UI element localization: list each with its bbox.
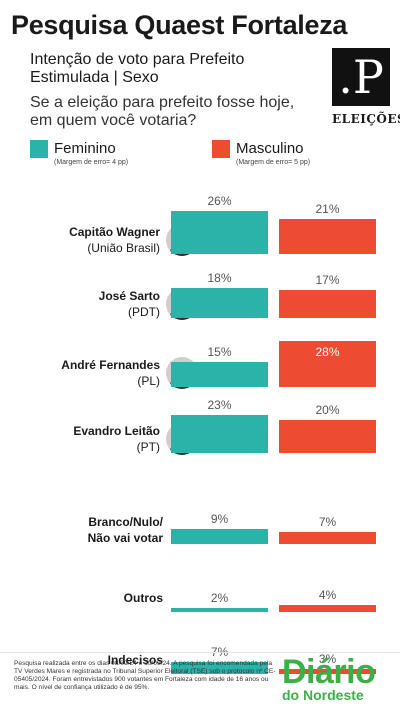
candidate-name: Indecisos bbox=[107, 653, 163, 667]
bar-female bbox=[171, 211, 268, 254]
candidate-name: Branco/Nulo/ bbox=[88, 515, 163, 529]
candidate-label: José Sarto (PDT) bbox=[99, 288, 160, 320]
bar-female bbox=[171, 288, 268, 318]
bar-male bbox=[279, 290, 376, 318]
bar-female bbox=[171, 362, 268, 387]
candidate-party: (PL) bbox=[137, 374, 160, 388]
candidate-party: (PDT) bbox=[128, 305, 160, 319]
brand-bottom: do Nordeste bbox=[282, 687, 364, 703]
value-label: 4% bbox=[318, 588, 337, 602]
value-label: 17% bbox=[315, 273, 340, 287]
candidate-name: Evandro Leitão bbox=[73, 424, 160, 438]
candidate-label: Branco/Nulo/Não vai votar bbox=[88, 514, 163, 546]
bar-female bbox=[171, 529, 268, 544]
value-label: 26% bbox=[207, 194, 232, 208]
value-label: 18% bbox=[207, 271, 232, 285]
candidate-label: André Fernandes (PL) bbox=[61, 357, 160, 389]
bar-female bbox=[171, 415, 268, 453]
survey-question: Se a eleição para prefeito fosse hoje, e… bbox=[30, 94, 295, 129]
candidate-party: (União Brasil) bbox=[87, 241, 160, 255]
legend-male: Masculino (Margem de erro= 5 pp) bbox=[212, 140, 310, 166]
candidate-label: Outros bbox=[124, 590, 163, 606]
bar-male bbox=[279, 219, 376, 254]
candidate-name: Capitão Wagner bbox=[69, 225, 160, 239]
page-title: Pesquisa Quaest Fortaleza bbox=[11, 10, 348, 40]
legend-female-swatch bbox=[30, 140, 48, 158]
bar-female bbox=[171, 608, 268, 612]
value-label: 28% bbox=[315, 345, 340, 359]
bar-female bbox=[171, 662, 268, 674]
bar-male bbox=[279, 669, 376, 674]
legend-male-margin: (Margem de erro= 5 pp) bbox=[236, 159, 311, 166]
candidate-label: Capitão Wagner (União Brasil) bbox=[69, 224, 160, 256]
legend-male-label: Masculino bbox=[236, 140, 304, 157]
legend-female-margin: (Margem de erro= 4 pp) bbox=[54, 159, 129, 166]
eleicoes-logo: .P ELEIÇÕES bbox=[332, 48, 400, 128]
legend-male-swatch bbox=[212, 140, 230, 158]
value-label: 21% bbox=[315, 202, 340, 216]
brand-top: Diário bbox=[282, 653, 376, 691]
bar-male bbox=[279, 532, 376, 544]
footer-note: Pesquisa realizada entre os dias 08/09/2… bbox=[14, 660, 276, 691]
value-label: 23% bbox=[207, 398, 232, 412]
value-label: 3% bbox=[318, 652, 337, 666]
footer-divider bbox=[0, 652, 400, 653]
bar-male bbox=[279, 605, 376, 612]
candidate-label: Indecisos bbox=[108, 652, 163, 668]
value-label: 9% bbox=[210, 512, 229, 526]
value-label: 20% bbox=[315, 403, 340, 417]
logo-mark: .P bbox=[332, 48, 390, 106]
candidate-party: (PT) bbox=[136, 440, 160, 454]
brand-logo: Diário do Nordeste bbox=[282, 653, 376, 703]
bar-male bbox=[279, 420, 376, 453]
candidate-name: José Sarto bbox=[98, 289, 160, 303]
value-label: 15% bbox=[207, 345, 232, 359]
candidate-name: Outros bbox=[123, 591, 163, 605]
candidate-label: Evandro Leitão (PT) bbox=[73, 423, 160, 455]
legend-female-label: Feminino bbox=[54, 140, 116, 157]
logo-tag: ELEIÇÕES bbox=[332, 112, 400, 126]
candidate-name: Não vai votar bbox=[87, 531, 163, 545]
value-label: 7% bbox=[318, 515, 337, 529]
value-label: 2% bbox=[210, 591, 229, 605]
bar-male bbox=[279, 341, 376, 387]
candidate-name: André Fernandes bbox=[61, 358, 160, 372]
legend-female: Feminino (Margem de erro= 4 pp) bbox=[30, 140, 128, 166]
page-subtitle: Intenção de voto para Prefeito Estimulad… bbox=[30, 51, 245, 86]
